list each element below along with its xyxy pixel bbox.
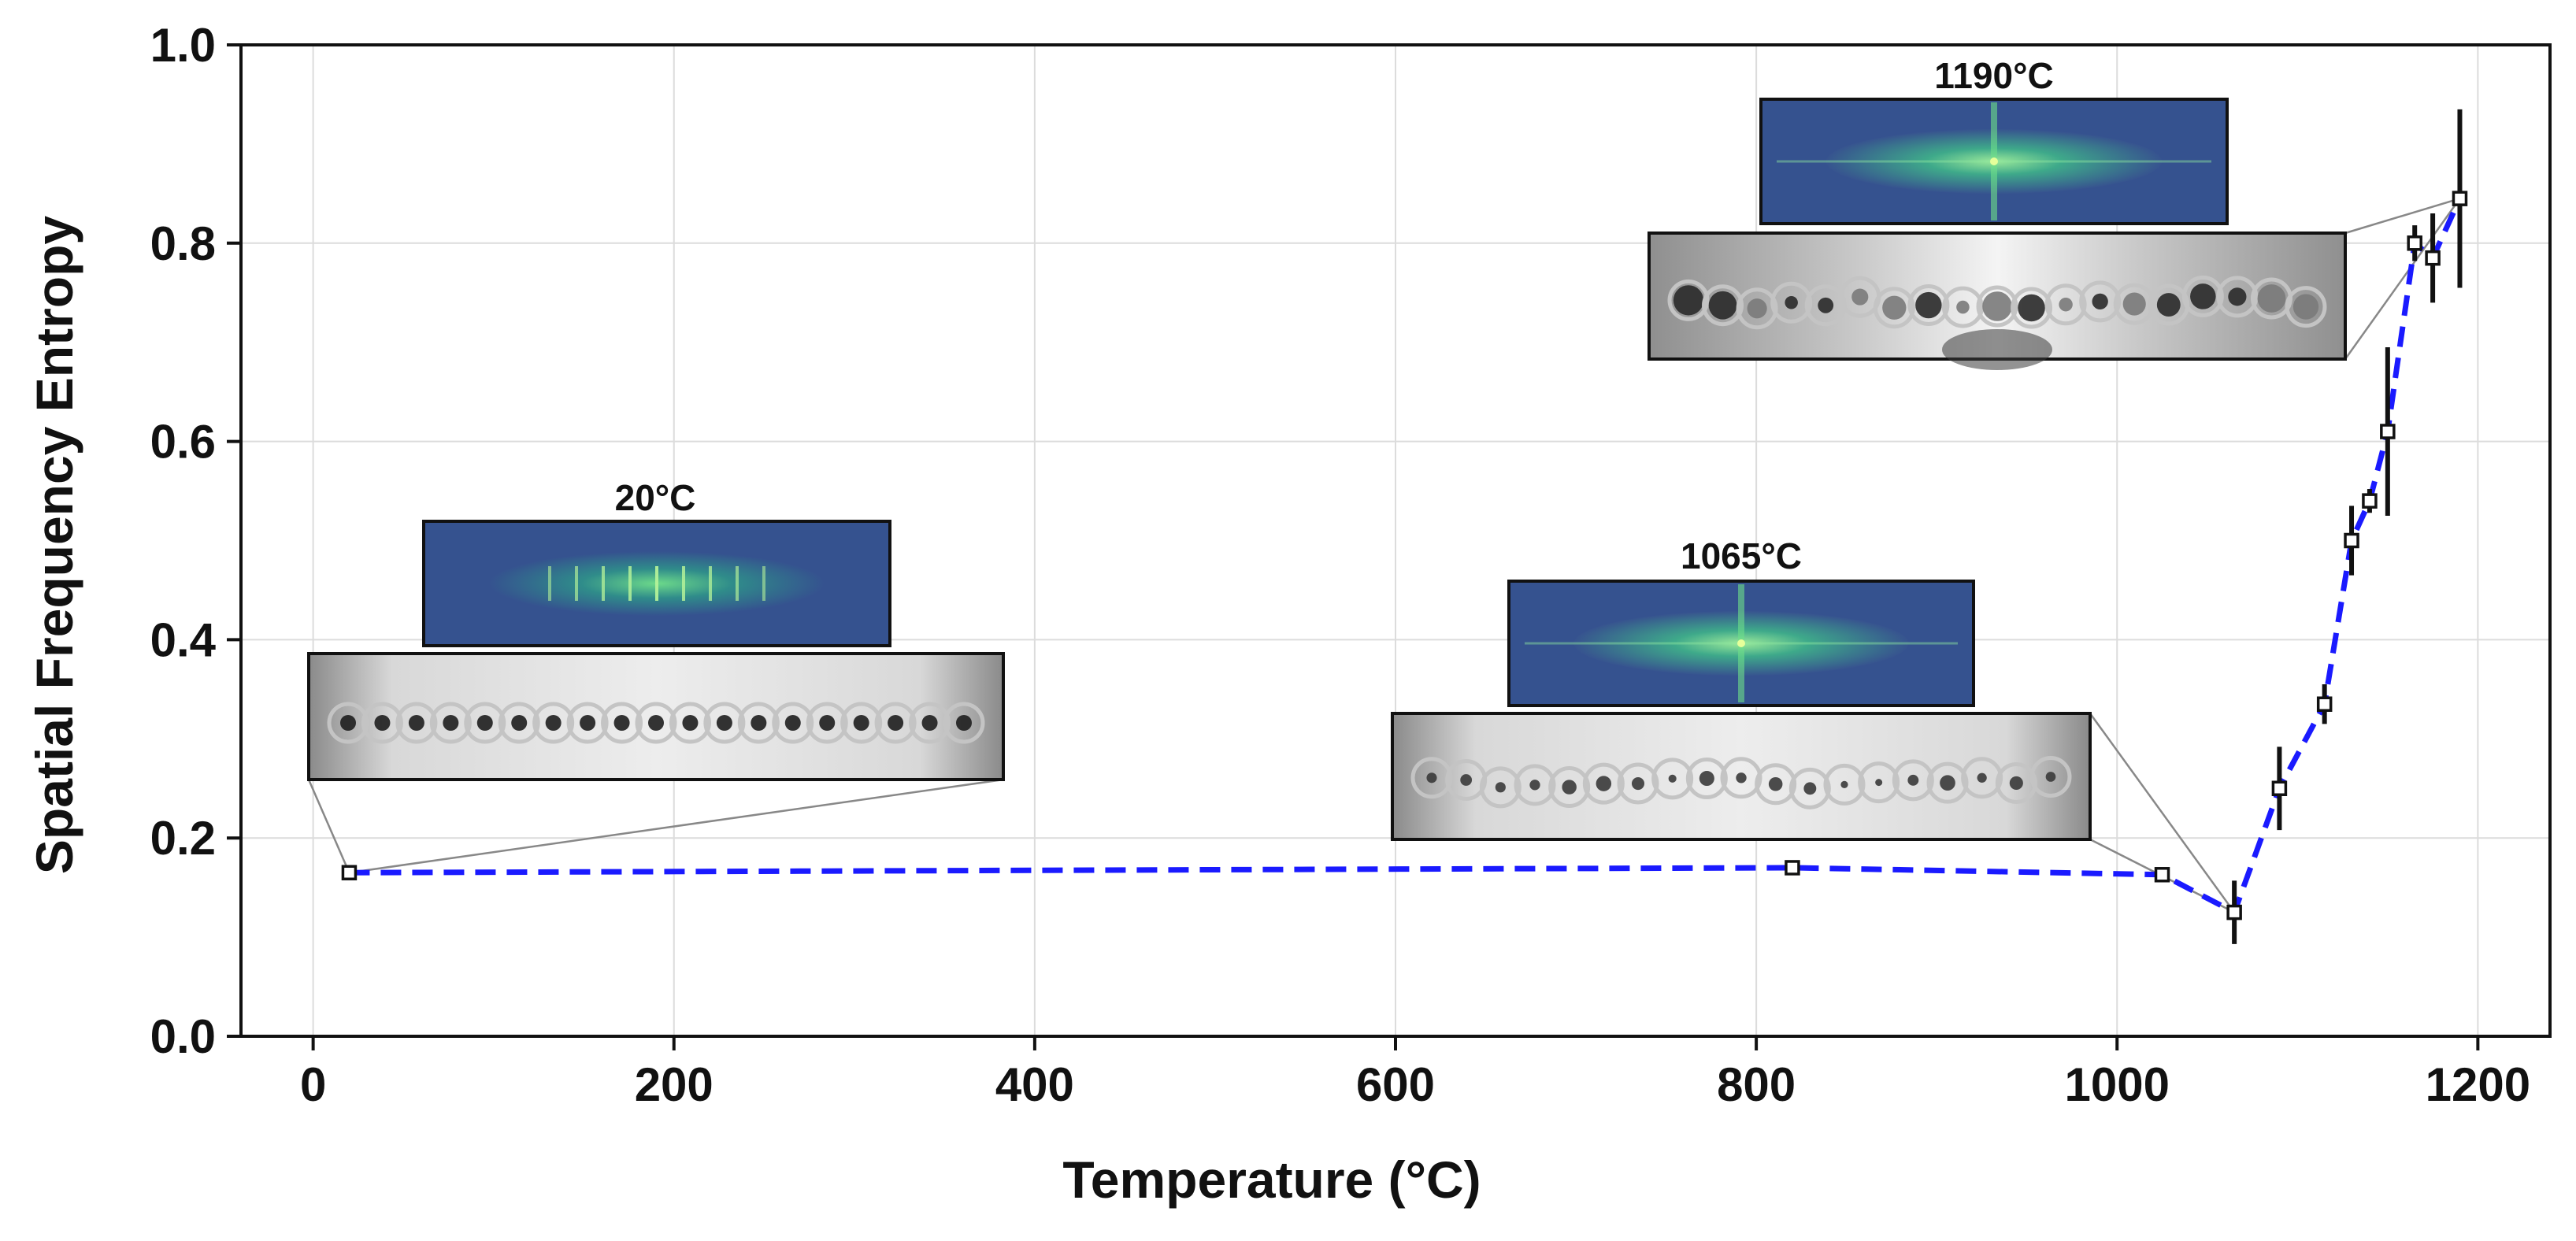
y-tick-label-2: 0.4 xyxy=(150,613,217,666)
x-tick-label-4: 800 xyxy=(1717,1058,1796,1111)
y-tick-label-3: 0.6 xyxy=(150,416,216,469)
x-tick-label-0: 0 xyxy=(300,1058,326,1111)
strip-image xyxy=(307,652,1005,781)
x-tick-label-2: 400 xyxy=(995,1058,1074,1111)
data-point xyxy=(2271,780,2288,796)
inset-2: 1190°C xyxy=(1648,55,2461,370)
x-tick-label-5: 1000 xyxy=(2065,1058,2170,1111)
x-axis: 0 200 400 600 800 1000 1200 xyxy=(300,1036,2530,1111)
y-axis-title: Spatial Frequency Entropy xyxy=(25,216,83,874)
y-tick-label-4: 0.8 xyxy=(150,217,216,270)
inset-connector xyxy=(2344,197,2460,235)
inset-1: 1065°C xyxy=(1391,535,2236,913)
data-point xyxy=(2380,424,2396,439)
y-tick-label-1: 0.2 xyxy=(150,812,216,865)
y-axis: 0.0 0.2 0.4 0.6 0.8 1.0 xyxy=(150,19,241,1063)
inset-0: 20°C xyxy=(307,477,1005,874)
inset-temperature-label: 20°C xyxy=(615,477,696,518)
y-tick-label-5: 1.0 xyxy=(150,19,216,72)
data-point xyxy=(2425,250,2441,266)
inset-connector xyxy=(307,779,350,873)
inset-temperature-label: 1065°C xyxy=(1681,535,1802,576)
data-point xyxy=(2226,904,2242,921)
data-point xyxy=(2344,532,2359,549)
data-point xyxy=(341,865,358,881)
data-point xyxy=(1785,860,1800,876)
y-tick-label-0: 0.0 xyxy=(150,1010,216,1063)
inset-connector xyxy=(2089,713,2236,913)
data-point xyxy=(2362,493,2378,509)
data-point xyxy=(2154,867,2170,883)
inset-connector xyxy=(2344,198,2461,360)
data-point xyxy=(2407,235,2422,251)
fft-image xyxy=(1507,580,1975,707)
strip-image xyxy=(1648,232,2347,370)
inset-temperature-label: 1190°C xyxy=(1934,55,2053,96)
fft-image xyxy=(1759,98,2229,225)
strip-image xyxy=(1391,712,2092,841)
data-series xyxy=(341,109,2468,944)
x-tick-label-3: 600 xyxy=(1356,1058,1435,1111)
fft-image xyxy=(422,520,891,647)
data-point xyxy=(2316,696,2333,712)
x-axis-title: Temperature (°C) xyxy=(1062,1150,1481,1209)
x-tick-label-6: 1200 xyxy=(2426,1058,2530,1111)
inset-connector xyxy=(349,778,1004,874)
x-tick-label-1: 200 xyxy=(635,1058,713,1111)
image-insets: 20°C 1065°C 1190°C xyxy=(307,55,2461,913)
data-point xyxy=(2452,191,2468,206)
